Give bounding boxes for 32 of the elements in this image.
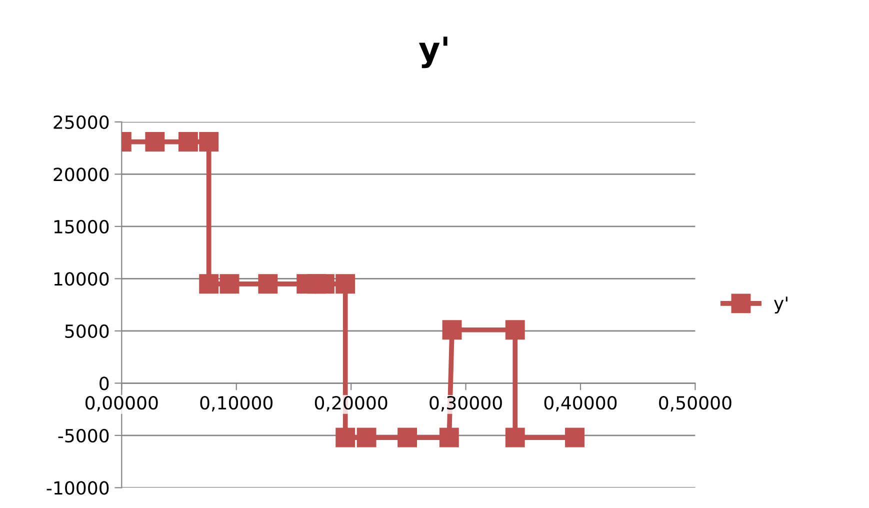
point <box>398 428 418 448</box>
point <box>505 428 525 448</box>
x-tick-label: 0,10000 <box>200 396 272 412</box>
point <box>199 132 219 152</box>
x-tick-label: 0,50000 <box>659 396 732 412</box>
point <box>565 428 584 448</box>
y-tick-label: 10000 <box>54 272 109 286</box>
point <box>220 274 240 294</box>
x-tick-label: 0,40000 <box>544 396 617 412</box>
y-tick-label: -5000 <box>58 428 109 443</box>
y-tick-label: 0 <box>100 376 109 390</box>
x-tick-label: 0,20000 <box>314 396 388 412</box>
legend-label: y' <box>774 296 788 314</box>
point <box>199 274 219 294</box>
point <box>442 320 462 340</box>
point <box>145 132 165 152</box>
chart-title: y' <box>418 36 448 68</box>
point <box>178 132 198 152</box>
point <box>505 320 525 340</box>
y-tick-label: 20000 <box>54 168 109 182</box>
x-tick-label: 0,00000 <box>86 396 158 412</box>
y-tick-label: 25000 <box>54 115 109 130</box>
point <box>258 274 278 294</box>
point <box>336 274 356 294</box>
y-tick-label: 5000 <box>65 324 109 338</box>
point <box>439 428 459 448</box>
point <box>356 428 376 448</box>
y-tick-label: -10000 <box>46 481 109 495</box>
point <box>336 428 356 448</box>
y-tick-label: 15000 <box>54 220 109 234</box>
point <box>314 274 334 294</box>
x-tick-label: 0,30000 <box>430 396 502 412</box>
